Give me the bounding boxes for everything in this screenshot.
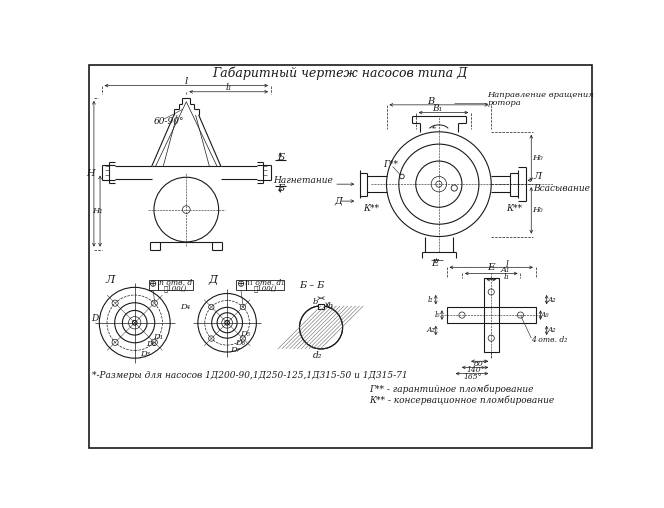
Text: A₂: A₂ [548,296,556,304]
Text: Г** - гарантийное пломбирование: Г** - гарантийное пломбирование [370,384,534,394]
Text: ⊕: ⊕ [237,280,245,290]
Bar [236,279,246,291]
Text: Д: Д [334,197,342,206]
Text: 60-90°: 60-90° [154,116,185,125]
Text: l₁: l₁ [503,273,510,280]
Text: ⌀100(): ⌀100() [164,284,187,292]
Text: Нагнетание: Нагнетание [273,176,333,185]
Text: D₁: D₁ [153,333,163,341]
Text: d₂: d₂ [313,351,322,360]
Text: ротора: ротора [487,99,521,107]
Text: n₁ отв. d₁: n₁ отв. d₁ [245,279,284,287]
Text: H₀: H₀ [532,206,542,214]
Text: B₁: B₁ [432,104,442,113]
Text: B: B [428,97,435,106]
Text: n отв. d: n отв. d [159,279,192,287]
Text: H₁: H₁ [92,207,102,215]
Text: Л: Л [106,275,115,285]
Text: A₂: A₂ [426,327,435,334]
Text: l₁: l₁ [225,83,232,92]
Bar [246,279,284,291]
Text: D₂: D₂ [147,340,157,348]
Bar [158,279,193,291]
Text: l₂: l₂ [428,296,433,304]
Text: 80°: 80° [473,360,487,368]
Text: 4 отв. d₂: 4 отв. d₂ [531,336,568,344]
Text: Габаритный чертеж насосов типа Д: Габаритный чертеж насосов типа Д [212,67,468,80]
Bar [318,303,324,309]
Bar [447,307,536,323]
Text: l: l [185,77,188,86]
Text: D: D [91,314,98,324]
Text: К** - консервационное пломбирование: К** - консервационное пломбирование [370,395,555,404]
Text: H₀: H₀ [532,154,542,162]
Bar [149,279,158,291]
Text: A₂: A₂ [548,327,556,334]
Text: D₅: D₅ [240,330,250,338]
Text: Направление вращения: Направление вращения [487,91,594,99]
Text: l₀: l₀ [434,311,440,319]
Text: К**: К** [363,204,379,213]
Text: Е: Е [432,259,439,268]
Text: Е: Е [487,263,495,272]
Text: Всасывание: Всасывание [534,183,590,193]
Text: D₃: D₃ [140,350,151,358]
Text: D₇: D₇ [230,346,240,355]
Text: К**: К** [507,204,523,213]
Text: ⌀100(): ⌀100() [253,284,276,292]
Text: Л: Л [534,172,542,181]
Text: ⊕: ⊕ [149,280,157,290]
Text: A₀: A₀ [541,311,549,319]
Text: A₁: A₁ [501,266,510,274]
Text: b: b [312,298,317,306]
Text: D₆: D₆ [235,339,245,347]
Text: D₄: D₄ [181,303,191,311]
Text: h: h [327,302,333,310]
Bar [483,278,499,352]
Text: Б: Б [277,183,284,193]
Text: Г**: Г** [383,161,398,169]
Text: 140°: 140° [467,366,485,374]
Text: Д: Д [208,275,218,285]
Text: l: l [505,260,508,269]
Text: H: H [86,169,94,178]
Text: 165°: 165° [463,373,482,380]
Text: Б: Б [277,153,284,162]
Text: Б – Б: Б – Б [299,280,325,290]
Text: *-Размеры для насосов 1Д200-90,1Д250-125,1Д315-50 и 1Д315-71: *-Размеры для насосов 1Д200-90,1Д250-125… [92,371,408,379]
